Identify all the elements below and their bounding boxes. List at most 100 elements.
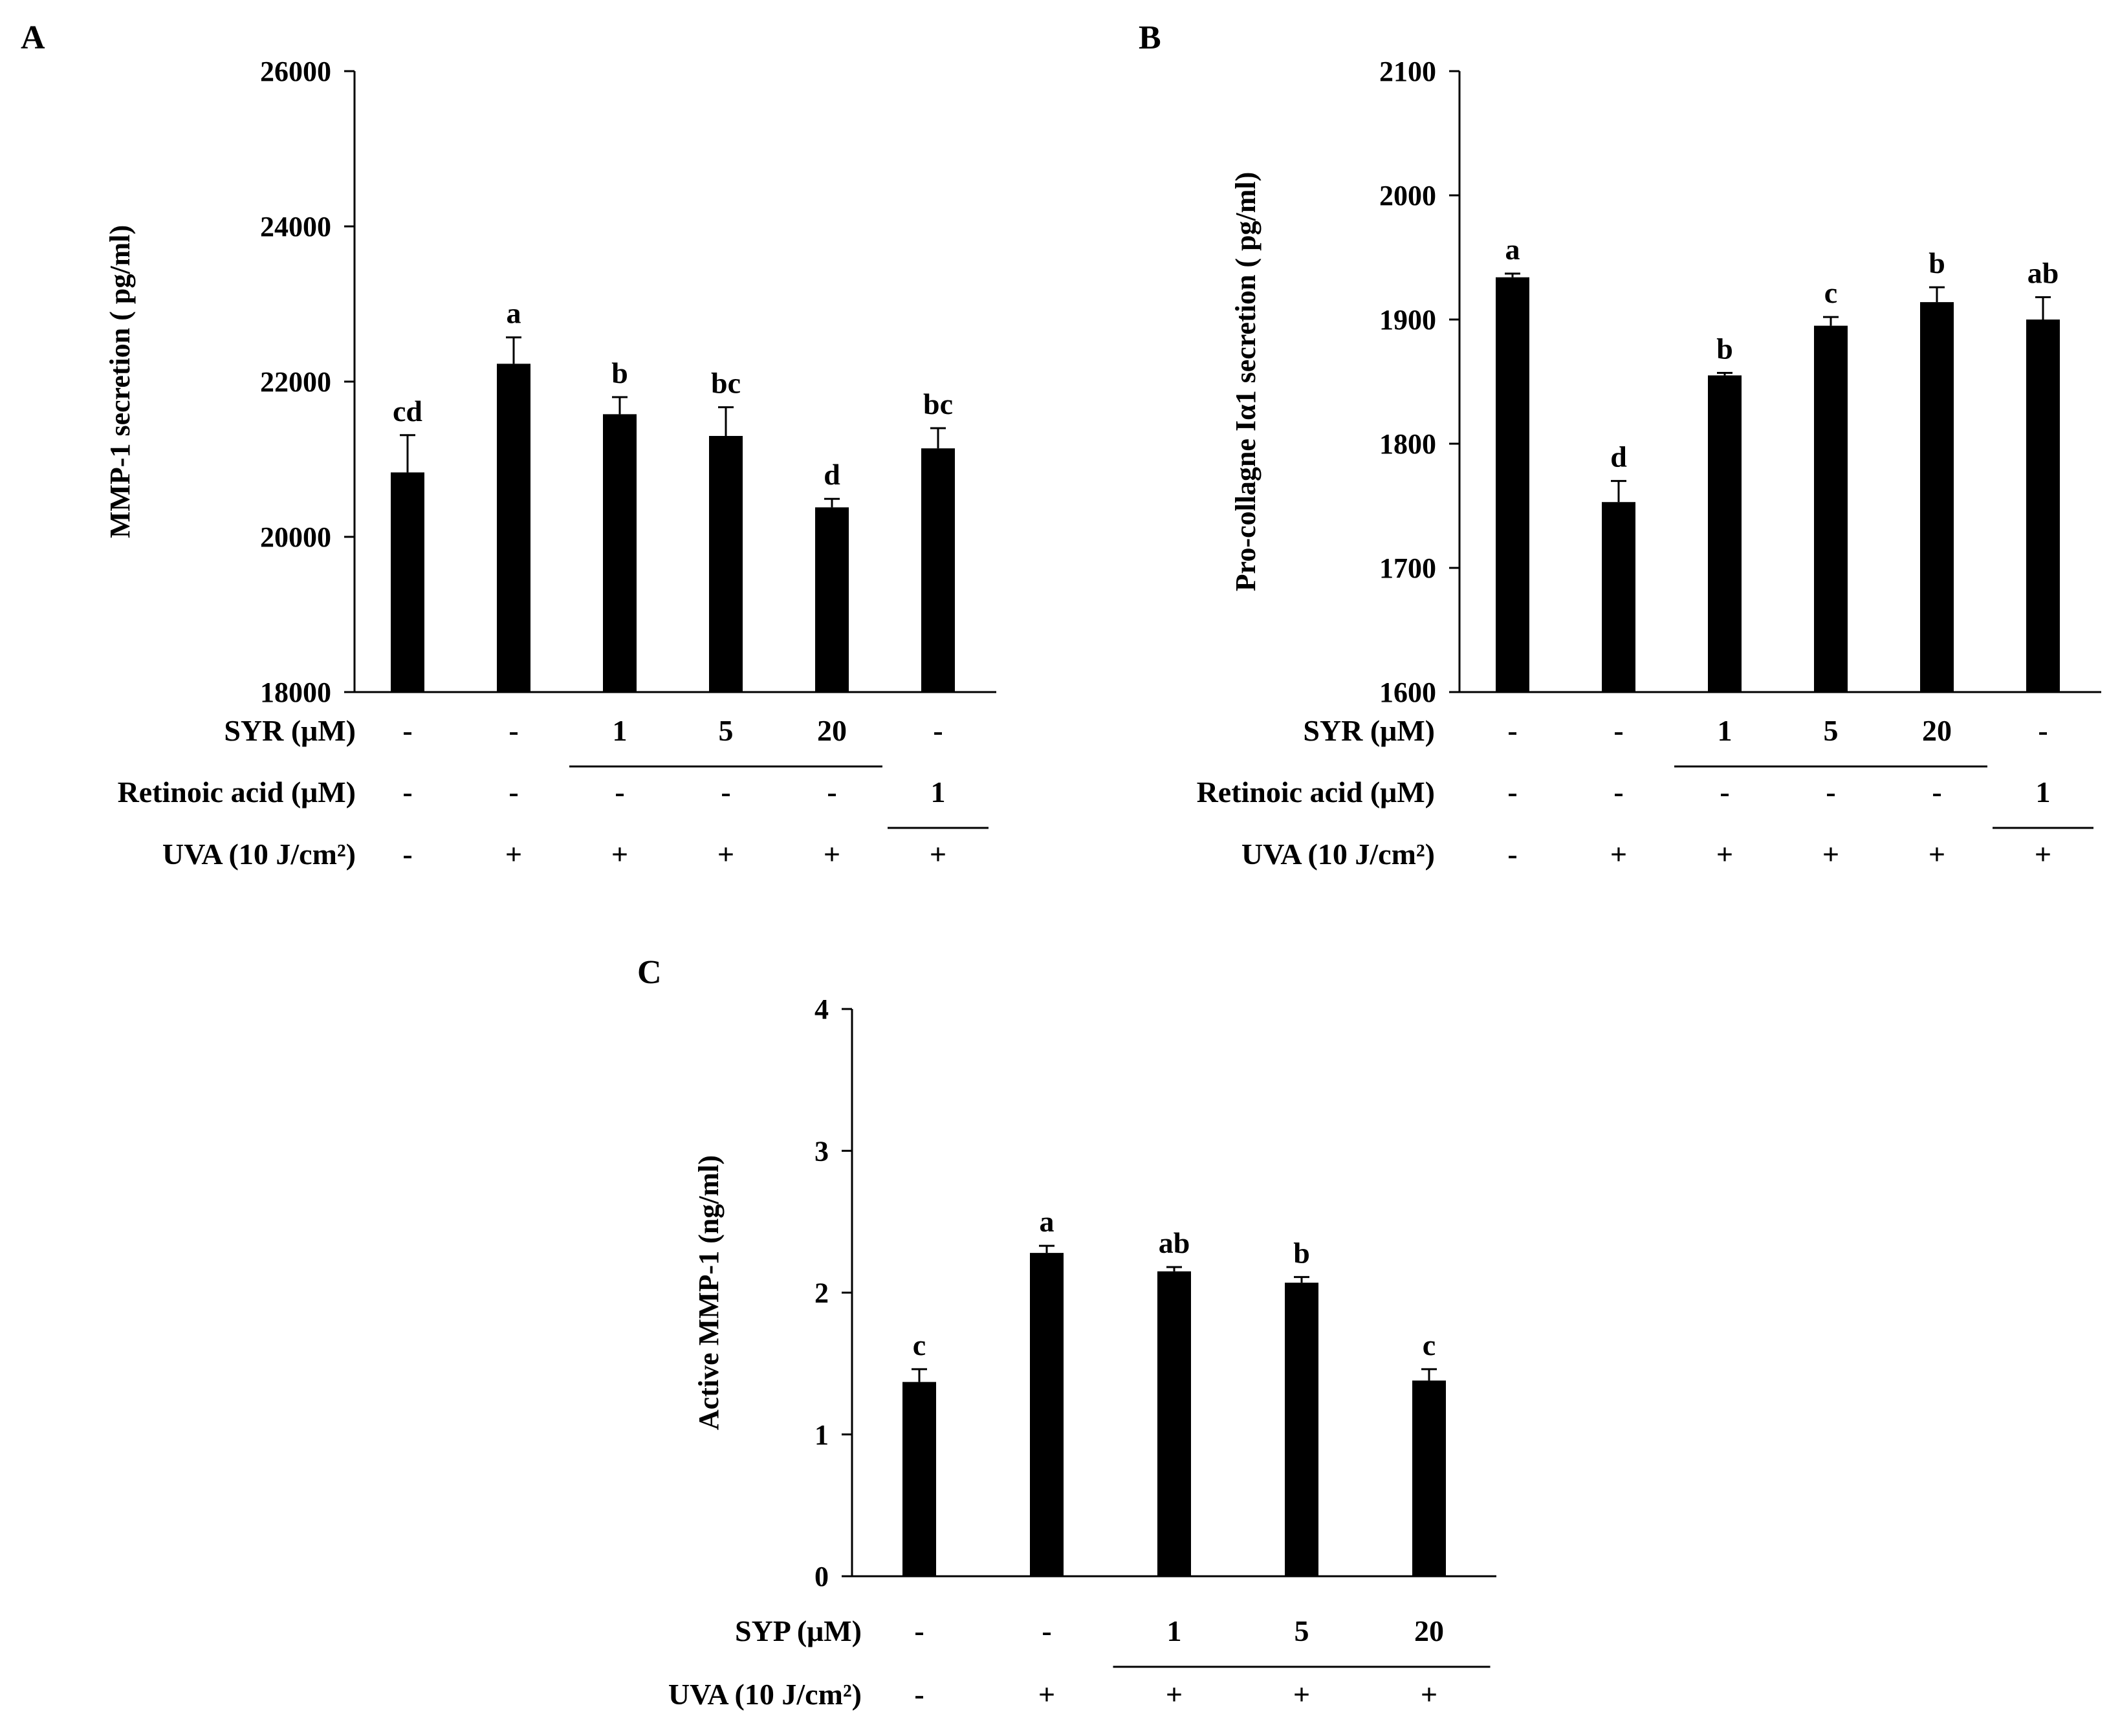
significance-label: b	[1293, 1236, 1310, 1269]
treatment-cell: +	[611, 838, 628, 871]
treatment-cell: -	[402, 714, 412, 747]
treatment-cell: -	[827, 776, 836, 808]
bar	[391, 472, 424, 692]
y-tick-label: 2000	[1379, 180, 1436, 212]
treatment-row-label: SYR (μM)	[224, 714, 356, 747]
bar	[709, 436, 743, 692]
y-tick-label: 22000	[260, 366, 331, 398]
treatment-cell: +	[930, 838, 946, 871]
chart-panel-A: A 18000 20000 22000 24000 26000 MMP-1 secretio…	[21, 19, 996, 871]
bar	[1814, 325, 1848, 693]
treatment-cell: -	[1932, 776, 1941, 808]
significance-label: c	[913, 1329, 926, 1362]
bar	[603, 414, 637, 692]
significance-label: ab	[1159, 1226, 1190, 1259]
treatment-cell: -	[1507, 838, 1517, 871]
treatment-cell: -	[1042, 1614, 1051, 1647]
treatment-cell: -	[721, 776, 730, 808]
treatment-cell: -	[402, 838, 412, 871]
significance-label: c	[1423, 1329, 1436, 1362]
bar	[1602, 502, 1635, 692]
treatment-cell: +	[824, 838, 840, 871]
significance-label: d	[824, 458, 840, 491]
treatment-cell: 20	[817, 714, 847, 747]
treatment-cell: -	[615, 776, 624, 808]
treatment-cell: 5	[719, 714, 734, 747]
treatment-row-label: SYR (μM)	[1303, 714, 1435, 747]
significance-label: b	[1929, 246, 1945, 279]
panel-label: C	[637, 954, 662, 991]
y-axis-title: Pro-collagne Iα1 secretion ( pg/ml)	[1230, 172, 1262, 592]
significance-label: b	[611, 356, 628, 389]
bar	[1030, 1253, 1064, 1576]
bar	[1920, 302, 1954, 692]
y-tick-label: 2	[814, 1277, 829, 1309]
treatment-cell: -	[402, 776, 412, 808]
treatment-cell: +	[1610, 838, 1627, 871]
treatment-row-label: SYP (μM)	[735, 1614, 862, 1647]
y-axis-title: MMP-1 secretion ( pg/ml)	[104, 225, 136, 538]
treatment-cell: -	[914, 1614, 924, 1647]
y-tick-label: 20000	[260, 521, 331, 553]
chart-panel-B: B 1600 1700 1800 1900 2000 2100 Pro-collagne Iα…	[1139, 19, 2101, 871]
y-tick-label: 18000	[260, 677, 331, 708]
y-tick-label: 24000	[260, 211, 331, 243]
significance-label: c	[1824, 276, 1837, 309]
bar	[1285, 1283, 1318, 1576]
y-tick-label: 26000	[260, 56, 331, 87]
treatment-cell: -	[933, 714, 943, 747]
y-tick-label: 4	[814, 993, 829, 1025]
treatment-cell: 1	[931, 776, 946, 808]
treatment-row-label: UVA (10 J/cm²)	[162, 838, 356, 871]
treatment-cell: -	[1613, 776, 1623, 808]
bar	[921, 448, 955, 692]
treatment-cell: -	[914, 1678, 924, 1711]
treatment-cell: -	[508, 714, 518, 747]
treatment-cell: 1	[1167, 1614, 1182, 1647]
significance-label: a	[1040, 1205, 1055, 1238]
bar	[497, 363, 530, 692]
significance-label: a	[1505, 233, 1520, 266]
treatment-cell: -	[1826, 776, 1835, 808]
y-tick-label: 0	[814, 1561, 829, 1592]
treatment-cell: +	[1293, 1678, 1310, 1711]
treatment-cell: -	[1613, 714, 1623, 747]
treatment-row-label: UVA (10 J/cm²)	[668, 1678, 862, 1711]
treatment-cell: 1	[2036, 776, 2051, 808]
treatment-cell: +	[1166, 1678, 1183, 1711]
treatment-cell: 20	[1922, 714, 1952, 747]
treatment-cell: +	[717, 838, 734, 871]
treatment-cell: -	[1720, 776, 1729, 808]
treatment-cell: -	[508, 776, 518, 808]
treatment-cell: 5	[1295, 1614, 1309, 1647]
bar	[1157, 1271, 1191, 1576]
treatment-cell: +	[2035, 838, 2051, 871]
treatment-cell: +	[1929, 838, 1945, 871]
treatment-cell: +	[1822, 838, 1839, 871]
treatment-cell: 1	[1718, 714, 1732, 747]
bar	[2026, 320, 2060, 692]
y-tick-label: 2100	[1379, 56, 1436, 87]
treatment-row-label: UVA (10 J/cm²)	[1241, 838, 1435, 871]
treatment-cell: +	[1716, 838, 1733, 871]
treatment-cell: +	[1038, 1678, 1055, 1711]
y-tick-label: 1800	[1379, 428, 1436, 460]
bar	[815, 507, 849, 692]
y-tick-label: 1900	[1379, 304, 1436, 336]
chart-panel-C: C 0 1 2 3 4 Active MMP-1 (ng/ml) c a ab b c SYP (μM)…	[637, 954, 1496, 1711]
significance-label: a	[507, 297, 521, 330]
significance-label: ab	[2027, 256, 2059, 289]
significance-label: b	[1716, 332, 1733, 365]
significance-label: d	[1610, 440, 1627, 473]
y-tick-label: 1600	[1379, 677, 1436, 708]
treatment-cell: +	[1421, 1678, 1437, 1711]
treatment-cell: +	[505, 838, 522, 871]
y-tick-label: 1	[814, 1419, 829, 1451]
y-tick-label: 1700	[1379, 552, 1436, 584]
y-tick-label: 3	[814, 1135, 829, 1167]
significance-label: bc	[923, 387, 953, 420]
treatment-cell: 5	[1824, 714, 1839, 747]
bar	[902, 1382, 936, 1576]
panel-label: B	[1139, 19, 1161, 56]
